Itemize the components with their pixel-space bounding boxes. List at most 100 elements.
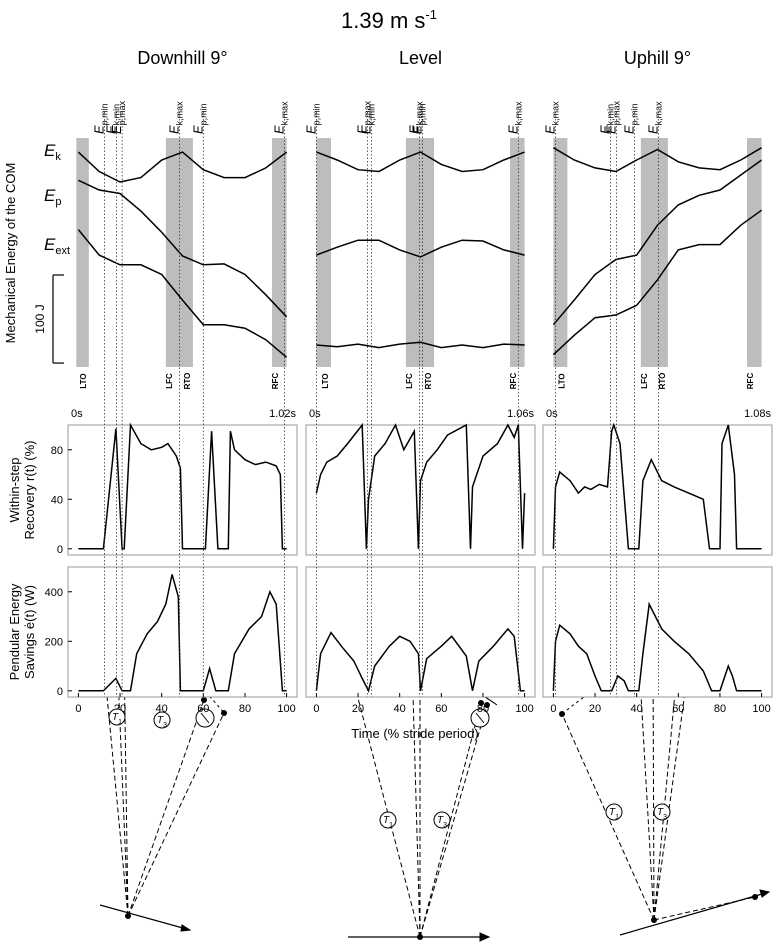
gait-event-label: LTO [321, 373, 330, 388]
event-label-symbol: E [410, 125, 425, 134]
y-tick-label: 200 [45, 636, 63, 648]
gait-event-label: RTO [183, 373, 192, 390]
x-tick-label: 20 [589, 703, 601, 715]
event-label: Ep,min [303, 103, 321, 134]
legs [351, 659, 488, 938]
x-tick-label: 60 [435, 703, 447, 715]
event-label: Ep,min [410, 103, 428, 134]
condition-title: Uphill 9° [624, 48, 691, 68]
plot-frame [67, 566, 298, 698]
gait-event-label: RFC [746, 373, 755, 390]
energy-label-symbol: E [44, 235, 56, 254]
event-label-symbol: E [190, 125, 205, 134]
event-label-symbol: E [303, 125, 318, 134]
energy-line [552, 159, 763, 326]
event-label-symbol: E [622, 125, 637, 134]
x-tick-label: 0 [313, 703, 319, 715]
event-label-sub: k,min [605, 104, 615, 126]
gait-event-label: LTO [557, 373, 566, 388]
plot-frame [542, 566, 773, 698]
phase-label-sub: 1 [615, 814, 619, 821]
phase-label-symbol: T [437, 815, 444, 826]
phase-label-symbol: T [112, 712, 119, 723]
phase-label: T3 [657, 807, 667, 821]
x-tick-label: 100 [752, 703, 770, 715]
plot-frame [542, 424, 773, 556]
event-label-sub: p,min [630, 103, 640, 125]
phase-label-symbol: T [657, 807, 664, 818]
double-support-shade [640, 138, 668, 367]
event-label-symbol: E [358, 125, 373, 134]
phase-label-sub: 1 [118, 719, 122, 726]
event-label-sub: p,min [99, 103, 109, 125]
y-tick-label: 400 [45, 587, 63, 599]
energy-label-sub: p [55, 196, 61, 208]
gait-event-label: LTO [79, 373, 88, 388]
x-axis-label: Time (% stride period) [351, 726, 478, 741]
energy-line [552, 209, 763, 356]
x-tick-label: 0 [75, 703, 81, 715]
event-label-symbol: E [406, 125, 421, 134]
x-tick-label: 40 [631, 703, 643, 715]
plot-frame [305, 566, 536, 698]
event-label: Ep,min [91, 103, 109, 134]
time-label: 0s [546, 408, 558, 420]
phase-circle [605, 803, 623, 821]
event-label-symbol: E [272, 125, 287, 134]
energy-line [77, 229, 288, 358]
phase-circle [153, 711, 171, 729]
energy-label-symbol: E [44, 141, 56, 160]
event-label-symbol: E [603, 125, 618, 134]
gait-event-label: RFC [271, 373, 280, 390]
phase-label-symbol: T [383, 815, 390, 826]
energy-line [78, 179, 288, 318]
energy-line [316, 151, 525, 173]
y-axis-label: Savings ė(t) (W) [22, 585, 37, 679]
energy-label: Ek [44, 141, 61, 163]
event-label: Ek,min [104, 104, 122, 134]
x-tick-label: 100 [515, 703, 533, 715]
event-label-sub: k,min [112, 104, 122, 126]
gait-event-label: RTO [424, 373, 433, 390]
event-label-symbol: E [104, 125, 119, 134]
double-support-shade [272, 138, 287, 367]
event-label: Ep,min [190, 103, 208, 134]
time-label: 1.02s [269, 408, 296, 420]
event-label-sub: k,min [366, 104, 376, 126]
energy-line [553, 147, 762, 173]
phase-circle [433, 811, 451, 829]
y-tick-label: 40 [51, 494, 63, 506]
time-label: 1.06s [507, 408, 534, 420]
gait-event-label: LFC [640, 373, 649, 389]
phase-label-sub: 3 [163, 722, 167, 729]
event-label-symbol: E [354, 125, 369, 134]
event-label-symbol: E [646, 125, 661, 134]
energy-line [316, 239, 525, 258]
phase-label: T1 [112, 712, 122, 726]
figure-title: 1.39 m s-1 [341, 7, 437, 33]
title-main: 1.39 m s [341, 8, 425, 33]
time-label: 0s [71, 408, 83, 420]
phase-label-sub: 1 [389, 822, 393, 829]
data-line [552, 601, 762, 692]
phase-label-sub: 3 [443, 822, 447, 829]
legs [102, 650, 225, 917]
double-support-shade [510, 138, 525, 367]
y-tick-label: 80 [51, 445, 63, 457]
double-support-shade [76, 138, 89, 367]
condition-title: Level [399, 48, 442, 68]
phase-circle [653, 803, 671, 821]
energy-label-symbol: E [44, 186, 56, 205]
double-support-shade [553, 138, 568, 367]
data-line [552, 422, 762, 550]
phase-label-sub: 3 [663, 814, 667, 821]
x-tick-label: 60 [672, 703, 684, 715]
ground-arrow [619, 893, 763, 936]
double-support-shade [747, 138, 762, 367]
x-tick-label: 60 [197, 703, 209, 715]
phase-label: T1 [609, 807, 619, 821]
event-label: Ek,max [646, 101, 664, 134]
arrow-head [180, 924, 192, 932]
phase-label-symbol: T [157, 715, 164, 726]
